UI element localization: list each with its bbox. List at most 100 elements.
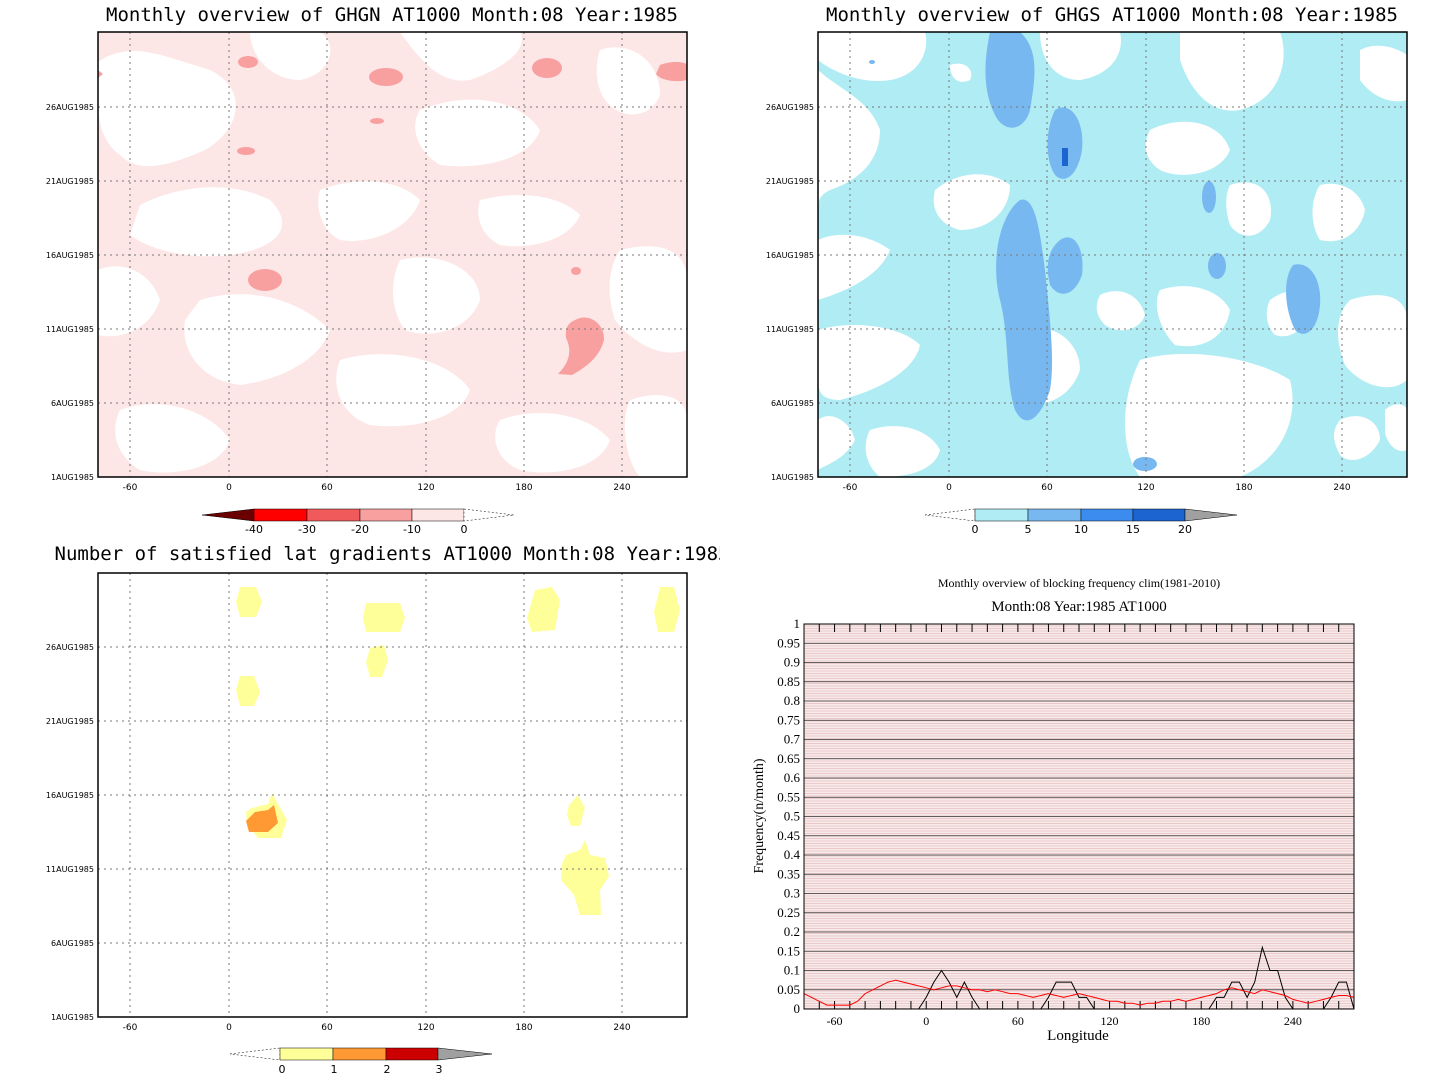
x-tick-label: 60	[321, 483, 333, 493]
y-tick-label: 0.7	[784, 732, 801, 747]
colorbar: 0 5 10 15 20	[924, 508, 1238, 536]
x-tick-label: -60	[123, 483, 138, 493]
ghgn-panel: Monthly overview of GHGN AT1000 Month:08…	[46, 4, 688, 536]
y-tick-label: 21AUG1985	[46, 177, 94, 186]
y-tick-label: 0.6	[784, 770, 801, 785]
y-tick-label: 0.4	[784, 847, 801, 862]
colorbar-label: 1	[331, 1063, 338, 1076]
y-tick-label: 16AUG1985	[46, 791, 94, 800]
y-tick-label: 21AUG1985	[46, 717, 94, 726]
chart-subtitle: Month:08 Year:1985 AT1000	[991, 599, 1166, 615]
series-line	[803, 979, 1355, 1006]
y-tick-label: 0.25	[777, 905, 800, 920]
x-tick-label: 180	[1192, 1014, 1210, 1028]
x-tick-label: 240	[1284, 1014, 1302, 1028]
x-axis: -60 0 60 120 180 240	[123, 483, 631, 493]
y-tick-label: 0.8	[784, 693, 800, 708]
x-tick-label: 240	[613, 483, 630, 493]
y-tick-label: 0.95	[777, 635, 800, 650]
y-tick-label: 6AUG1985	[51, 399, 94, 408]
y-tick-label: 0.9	[784, 655, 800, 670]
y-axis-title: Frequency(n/month)	[752, 758, 767, 873]
x-tick-label: 60	[321, 1023, 333, 1033]
y-tick-label: 0.75	[777, 712, 800, 727]
x-tick-label: 240	[1333, 483, 1350, 493]
x-tick-label: 120	[417, 483, 434, 493]
colorbar: 0 1 2 3	[229, 1047, 493, 1076]
plot-frame	[817, 31, 1408, 478]
y-tick-label: 0	[794, 1001, 801, 1016]
y-tick-label: 1AUG1985	[51, 473, 94, 482]
y-tick-label: 0.45	[777, 828, 800, 843]
y-tick-label: 0.15	[777, 943, 800, 958]
x-tick-label: 180	[1235, 483, 1252, 493]
colorbar-label: 0	[279, 1063, 286, 1076]
grid	[818, 32, 1407, 477]
plot-frame	[803, 623, 1355, 1010]
x-tick-label: -60	[827, 1014, 843, 1028]
x-tick-label: 120	[1137, 483, 1154, 493]
y-axis: 1AUG1985 6AUG1985 11AUG1985 16AUG1985 21…	[46, 643, 94, 1022]
x-axis: -60 0 60 120 180 240	[843, 483, 1351, 493]
x-tick-label: -60	[843, 483, 858, 493]
y-tick-label: 1AUG1985	[771, 473, 814, 482]
y-tick-label: 11AUG1985	[766, 325, 814, 334]
colorbar: -40 -30 -20 -10 0	[201, 508, 515, 536]
x-tick-label: 240	[613, 1023, 630, 1033]
x-axis-title: Longitude	[1047, 1028, 1109, 1044]
y-axis: 0 0.05 0.1 0.15 0.2 0.25 0.3 0.35 0.4 0.45 0.5 0.55…	[777, 616, 800, 1016]
y-axis: 1AUG1985 6AUG1985 11AUG1985 16AUG1985 21…	[766, 103, 814, 482]
colorbar-label: -20	[351, 523, 369, 536]
colorbar-label: -40	[245, 523, 263, 536]
y-tick-label: 0.35	[777, 866, 800, 881]
y-tick-label: 0.85	[777, 674, 800, 689]
y-tick-label: 1	[794, 616, 801, 631]
chart-title: Number of satisfied lat gradients AT1000…	[55, 543, 720, 565]
x-axis: -60 0 60 120 180 240	[818, 624, 1340, 1028]
colorbar-label: 3	[436, 1063, 443, 1076]
colorbar-label: -30	[298, 523, 316, 536]
colorbar-label: 20	[1178, 523, 1192, 536]
colorbar-label: 10	[1074, 523, 1088, 536]
grid	[98, 573, 687, 1017]
chart-title: Monthly overview of GHGN AT1000 Month:08…	[106, 4, 678, 26]
x-tick-label: 0	[923, 1014, 929, 1028]
grid	[98, 32, 687, 477]
frequency-panel: Monthly overview of blocking frequency c…	[752, 576, 1355, 1044]
y-tick-label: 0.5	[784, 809, 800, 824]
grid	[804, 623, 1354, 1010]
x-tick-label: 180	[515, 1023, 532, 1033]
gradients-panel: Number of satisfied lat gradients AT1000…	[46, 543, 720, 1076]
colorbar-label: 5	[1025, 523, 1032, 536]
x-tick-label: 0	[226, 483, 232, 493]
x-tick-label: 60	[1041, 483, 1053, 493]
ghgs-panel: Monthly overview of GHGS AT1000 Month:08…	[766, 4, 1408, 536]
colorbar-label: 15	[1126, 523, 1140, 536]
y-axis: 1AUG1985 6AUG1985 11AUG1985 16AUG1985 21…	[46, 103, 94, 482]
y-tick-label: 16AUG1985	[46, 251, 94, 260]
plot-frame	[97, 31, 688, 478]
chart-title: Monthly overview of blocking frequency c…	[938, 576, 1220, 590]
colorbar-label: 0	[972, 523, 979, 536]
y-tick-label: 16AUG1985	[766, 251, 814, 260]
x-tick-label: 120	[1101, 1014, 1119, 1028]
x-tick-label: 120	[417, 1023, 434, 1033]
y-tick-label: 0.65	[777, 751, 800, 766]
y-tick-label: 0.05	[777, 982, 800, 997]
y-tick-label: 11AUG1985	[46, 325, 94, 334]
plot-area	[98, 32, 687, 477]
y-tick-label: 11AUG1985	[46, 865, 94, 874]
y-tick-label: 6AUG1985	[51, 939, 94, 948]
y-tick-label: 0.1	[784, 963, 800, 978]
y-tick-label: 21AUG1985	[766, 177, 814, 186]
colorbar-label: 2	[384, 1063, 391, 1076]
chart-title: Monthly overview of GHGS AT1000 Month:08…	[826, 4, 1398, 26]
y-tick-label: 0.3	[784, 886, 800, 901]
x-tick-label: 180	[515, 483, 532, 493]
y-tick-label: 26AUG1985	[46, 103, 94, 112]
y-tick-label: 0.55	[777, 789, 800, 804]
colorbar-label: -10	[403, 523, 421, 536]
y-tick-label: 1AUG1985	[51, 1013, 94, 1022]
y-tick-label: 26AUG1985	[766, 103, 814, 112]
y-tick-label: 26AUG1985	[46, 643, 94, 652]
